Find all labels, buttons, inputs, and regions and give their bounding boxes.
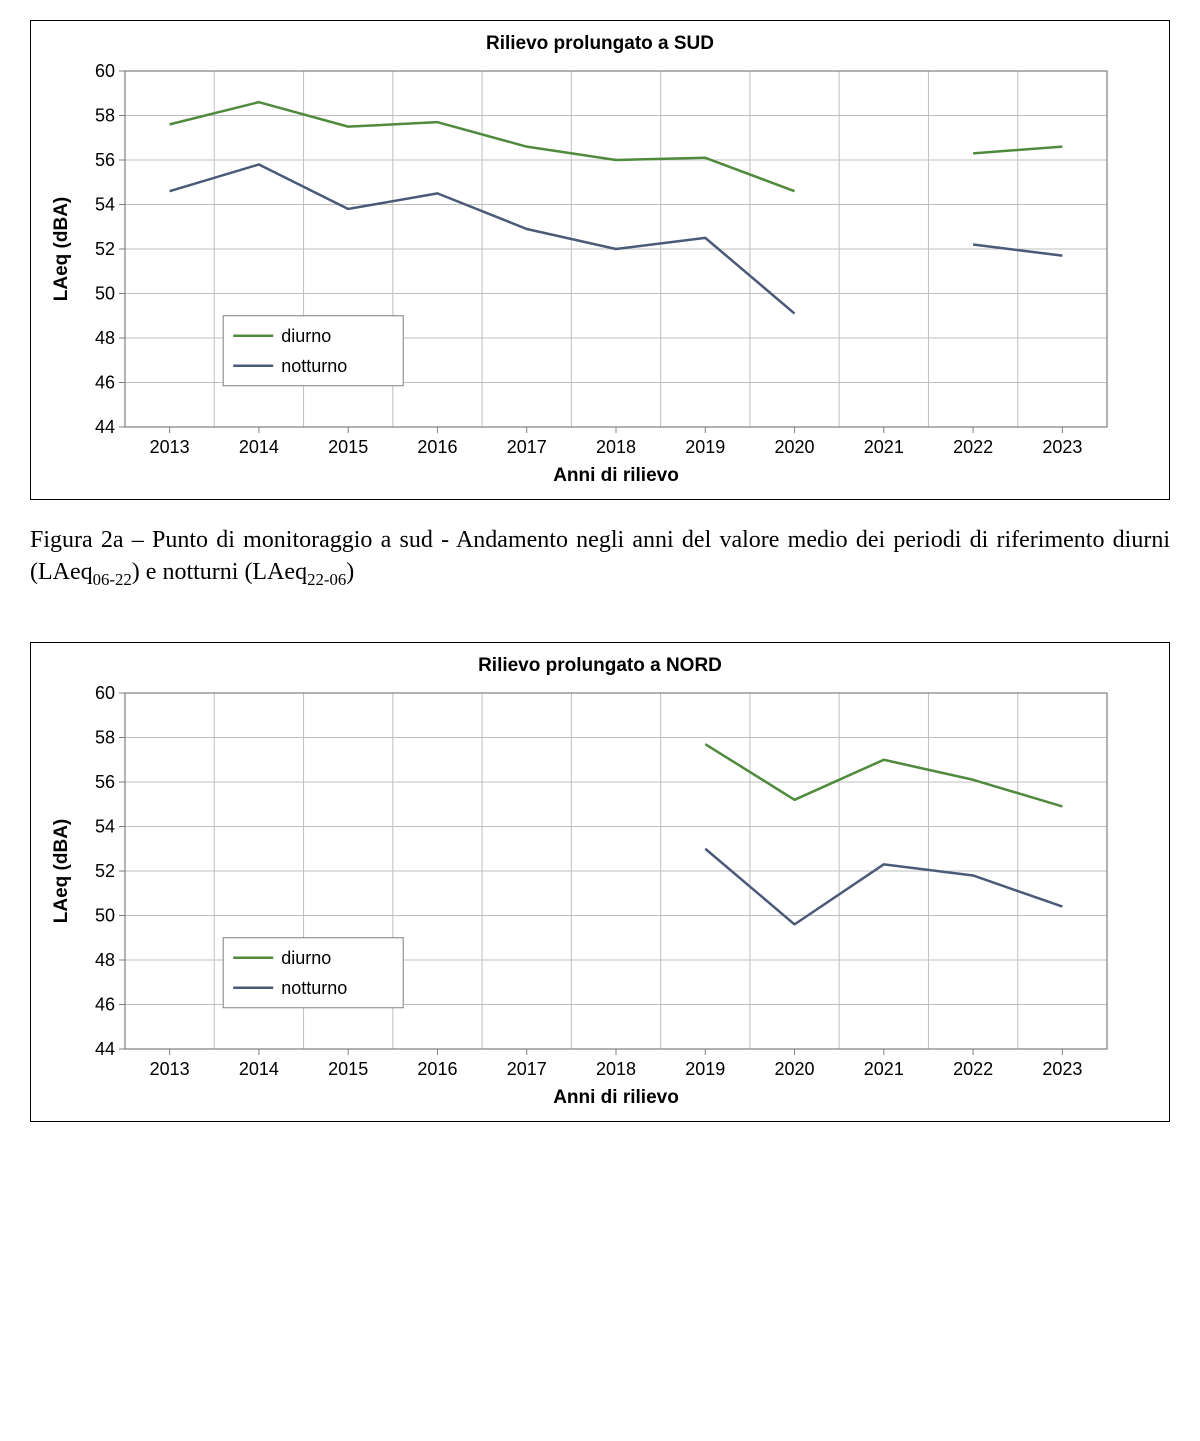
svg-text:52: 52 bbox=[95, 239, 115, 259]
svg-text:2017: 2017 bbox=[507, 1059, 547, 1079]
svg-text:50: 50 bbox=[95, 905, 115, 925]
svg-text:2015: 2015 bbox=[328, 1059, 368, 1079]
svg-text:2017: 2017 bbox=[507, 437, 547, 457]
svg-text:2018: 2018 bbox=[596, 1059, 636, 1079]
chart-sud-svg: 44 46 48 50 52 54 56 58 60 2013 2014 2015 2016 2017 20… bbox=[47, 61, 1127, 491]
svg-text:56: 56 bbox=[95, 772, 115, 792]
caption-figura-2a: Figura 2a – Punto di monitoraggio a sud … bbox=[30, 524, 1170, 592]
svg-text:2022: 2022 bbox=[953, 1059, 993, 1079]
svg-text:2019: 2019 bbox=[685, 1059, 725, 1079]
svg-text:58: 58 bbox=[95, 727, 115, 747]
svg-text:54: 54 bbox=[95, 195, 115, 215]
svg-text:2020: 2020 bbox=[775, 1059, 815, 1079]
svg-text:2015: 2015 bbox=[328, 437, 368, 457]
caption-sub1: 06-22 bbox=[93, 570, 132, 589]
svg-text:diurno: diurno bbox=[281, 948, 331, 968]
chart-sud-container: Rilievo prolungato a SUD 44 46 48 50 52 54 56 5… bbox=[30, 20, 1170, 500]
svg-text:2021: 2021 bbox=[864, 437, 904, 457]
svg-text:60: 60 bbox=[95, 61, 115, 81]
svg-text:2013: 2013 bbox=[150, 437, 190, 457]
svg-text:2019: 2019 bbox=[685, 437, 725, 457]
chart-sud-title: Rilievo prolungato a SUD bbox=[47, 33, 1153, 55]
chart-nord-svg: 44 46 48 50 52 54 56 58 60 2013 2014 2015 2016 2017 20… bbox=[47, 683, 1127, 1113]
svg-text:2013: 2013 bbox=[150, 1059, 190, 1079]
chart-nord-container: Rilievo prolungato a NORD 44 46 48 50 52 54 56… bbox=[30, 642, 1170, 1122]
svg-text:44: 44 bbox=[95, 417, 115, 437]
svg-text:46: 46 bbox=[95, 994, 115, 1014]
svg-text:2022: 2022 bbox=[953, 437, 993, 457]
svg-text:2014: 2014 bbox=[239, 1059, 279, 1079]
svg-text:2016: 2016 bbox=[417, 1059, 457, 1079]
caption-sub2: 22-06 bbox=[307, 570, 346, 589]
caption-suffix: ) bbox=[346, 559, 354, 585]
svg-text:58: 58 bbox=[95, 106, 115, 126]
svg-text:2018: 2018 bbox=[596, 437, 636, 457]
svg-text:2023: 2023 bbox=[1042, 437, 1082, 457]
svg-text:52: 52 bbox=[95, 861, 115, 881]
svg-text:diurno: diurno bbox=[281, 326, 331, 346]
caption-mid: ) e notturni (LAeq bbox=[132, 559, 307, 585]
svg-text:notturno: notturno bbox=[281, 978, 347, 998]
svg-text:2016: 2016 bbox=[417, 437, 457, 457]
svg-text:50: 50 bbox=[95, 284, 115, 304]
svg-text:2020: 2020 bbox=[775, 437, 815, 457]
svg-text:54: 54 bbox=[95, 816, 115, 836]
svg-text:2014: 2014 bbox=[239, 437, 279, 457]
svg-text:Anni di rilievo: Anni di rilievo bbox=[553, 465, 679, 486]
svg-text:2021: 2021 bbox=[864, 1059, 904, 1079]
svg-text:46: 46 bbox=[95, 373, 115, 393]
svg-text:LAeq (dBA): LAeq (dBA) bbox=[51, 197, 72, 301]
chart-nord-title: Rilievo prolungato a NORD bbox=[47, 655, 1153, 677]
svg-text:60: 60 bbox=[95, 683, 115, 703]
svg-text:Anni di rilievo: Anni di rilievo bbox=[553, 1087, 679, 1108]
svg-text:LAeq (dBA): LAeq (dBA) bbox=[51, 819, 72, 923]
svg-text:notturno: notturno bbox=[281, 356, 347, 376]
svg-text:48: 48 bbox=[95, 328, 115, 348]
svg-text:48: 48 bbox=[95, 950, 115, 970]
svg-text:2023: 2023 bbox=[1042, 1059, 1082, 1079]
svg-text:56: 56 bbox=[95, 150, 115, 170]
svg-text:44: 44 bbox=[95, 1039, 115, 1059]
